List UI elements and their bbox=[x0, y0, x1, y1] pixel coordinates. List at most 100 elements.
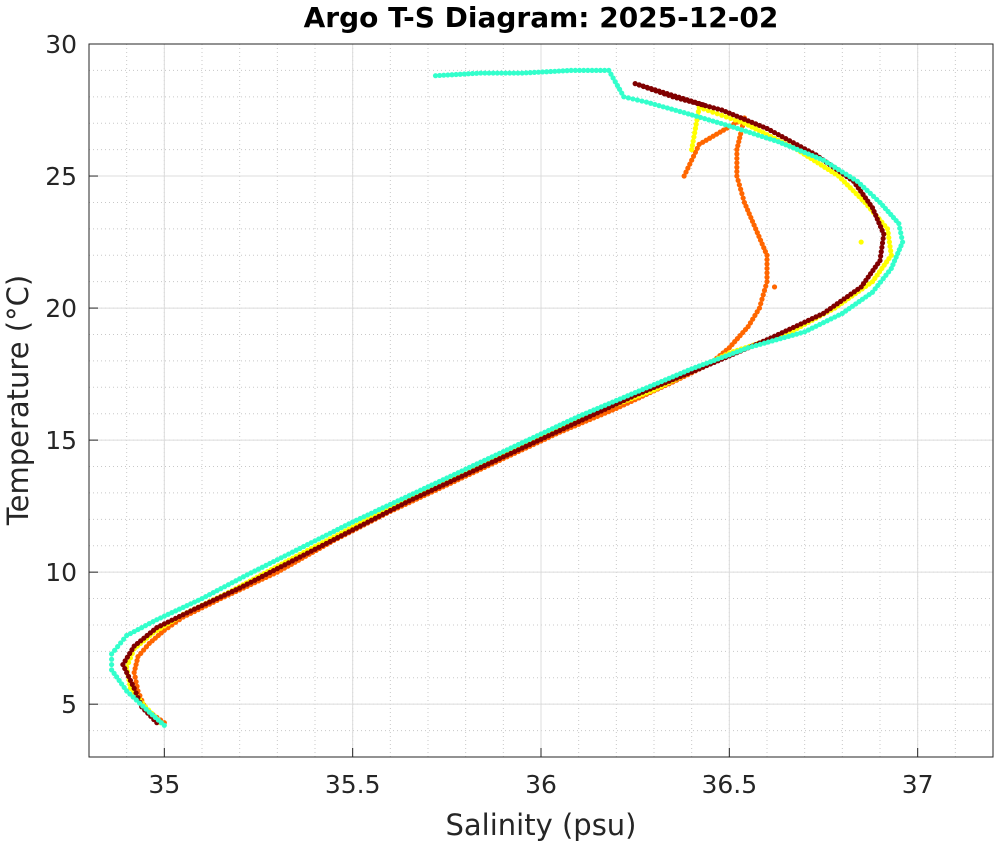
data-point bbox=[764, 265, 770, 272]
data-point bbox=[769, 338, 775, 344]
data-point bbox=[621, 94, 627, 100]
data-point bbox=[710, 109, 716, 115]
data-points bbox=[109, 67, 906, 728]
data-point bbox=[723, 114, 729, 120]
data-point bbox=[854, 178, 861, 184]
data-point bbox=[753, 342, 759, 349]
data-point bbox=[694, 145, 700, 151]
data-point bbox=[109, 661, 115, 668]
data-point bbox=[741, 120, 748, 126]
data-point bbox=[465, 71, 472, 77]
data-point bbox=[656, 88, 662, 94]
data-point bbox=[878, 253, 884, 259]
data-point bbox=[634, 97, 641, 103]
y-tick-label: 15 bbox=[45, 426, 77, 455]
data-point bbox=[755, 132, 761, 138]
data-point bbox=[771, 284, 778, 290]
data-point bbox=[858, 239, 864, 245]
data-point bbox=[689, 147, 695, 153]
data-point bbox=[660, 104, 666, 110]
data-point bbox=[730, 124, 737, 130]
data-point bbox=[734, 155, 740, 162]
data-point bbox=[764, 257, 770, 263]
data-point bbox=[664, 105, 670, 111]
data-point bbox=[745, 345, 751, 351]
data-point bbox=[112, 647, 118, 653]
data-point bbox=[718, 120, 724, 127]
data-point bbox=[681, 110, 687, 116]
data-point bbox=[734, 169, 740, 175]
data-point bbox=[878, 249, 884, 255]
data-point bbox=[614, 82, 621, 89]
data-point bbox=[736, 182, 742, 188]
data-point bbox=[696, 100, 702, 107]
data-point bbox=[759, 296, 765, 302]
data-point bbox=[775, 139, 781, 145]
data-point bbox=[680, 95, 686, 102]
data-point bbox=[899, 234, 905, 241]
data-point bbox=[898, 230, 904, 236]
data-point bbox=[134, 658, 140, 664]
chart-title: Argo T-S Diagram: 2025-12-02 bbox=[304, 1, 779, 34]
data-point bbox=[625, 95, 631, 101]
data-point bbox=[824, 159, 830, 166]
data-point bbox=[515, 70, 521, 76]
data-point bbox=[691, 134, 697, 140]
data-point bbox=[640, 83, 646, 89]
data-point bbox=[777, 336, 784, 342]
data-point bbox=[519, 70, 525, 76]
data-point bbox=[711, 105, 717, 111]
data-point bbox=[706, 104, 713, 110]
data-point bbox=[689, 142, 696, 149]
data-point bbox=[684, 97, 690, 103]
data-point bbox=[432, 73, 439, 79]
data-point bbox=[507, 70, 513, 76]
data-point bbox=[673, 107, 679, 113]
data-point bbox=[688, 98, 694, 104]
data-point bbox=[714, 119, 720, 125]
data-point bbox=[648, 100, 654, 106]
data-point bbox=[511, 70, 517, 76]
data-point bbox=[773, 337, 780, 343]
data-point bbox=[764, 279, 770, 285]
data-point bbox=[643, 99, 650, 105]
data-point bbox=[734, 173, 740, 179]
x-tick-label: 37 bbox=[902, 770, 934, 799]
data-point bbox=[900, 239, 906, 245]
data-point bbox=[763, 135, 769, 141]
data-point bbox=[490, 70, 496, 76]
data-point bbox=[737, 119, 743, 125]
data-point bbox=[692, 130, 698, 136]
data-point bbox=[118, 640, 124, 646]
data-point bbox=[660, 89, 666, 95]
data-point bbox=[664, 90, 670, 97]
data-point bbox=[616, 86, 623, 92]
data-point bbox=[668, 92, 674, 98]
data-point bbox=[668, 106, 675, 112]
data-point bbox=[556, 68, 562, 74]
data-point bbox=[692, 149, 699, 155]
data-point bbox=[886, 235, 892, 241]
data-point bbox=[593, 67, 599, 74]
data-point bbox=[133, 661, 139, 668]
data-point bbox=[710, 118, 716, 124]
data-point bbox=[706, 117, 712, 123]
data-point bbox=[441, 72, 447, 78]
data-point bbox=[734, 147, 740, 153]
data-point bbox=[457, 71, 463, 77]
data-point bbox=[129, 681, 135, 687]
data-point bbox=[683, 169, 689, 175]
data-point bbox=[758, 301, 764, 307]
data-point bbox=[127, 685, 134, 691]
data-point bbox=[761, 287, 768, 294]
data-point bbox=[695, 109, 702, 115]
data-point bbox=[749, 343, 755, 350]
data-point bbox=[847, 174, 853, 180]
data-point bbox=[843, 171, 849, 177]
data-point bbox=[474, 70, 480, 76]
data-point bbox=[636, 82, 642, 88]
data-point bbox=[757, 341, 763, 347]
data-point bbox=[122, 665, 128, 672]
data-point bbox=[527, 70, 533, 76]
data-point bbox=[697, 114, 704, 121]
